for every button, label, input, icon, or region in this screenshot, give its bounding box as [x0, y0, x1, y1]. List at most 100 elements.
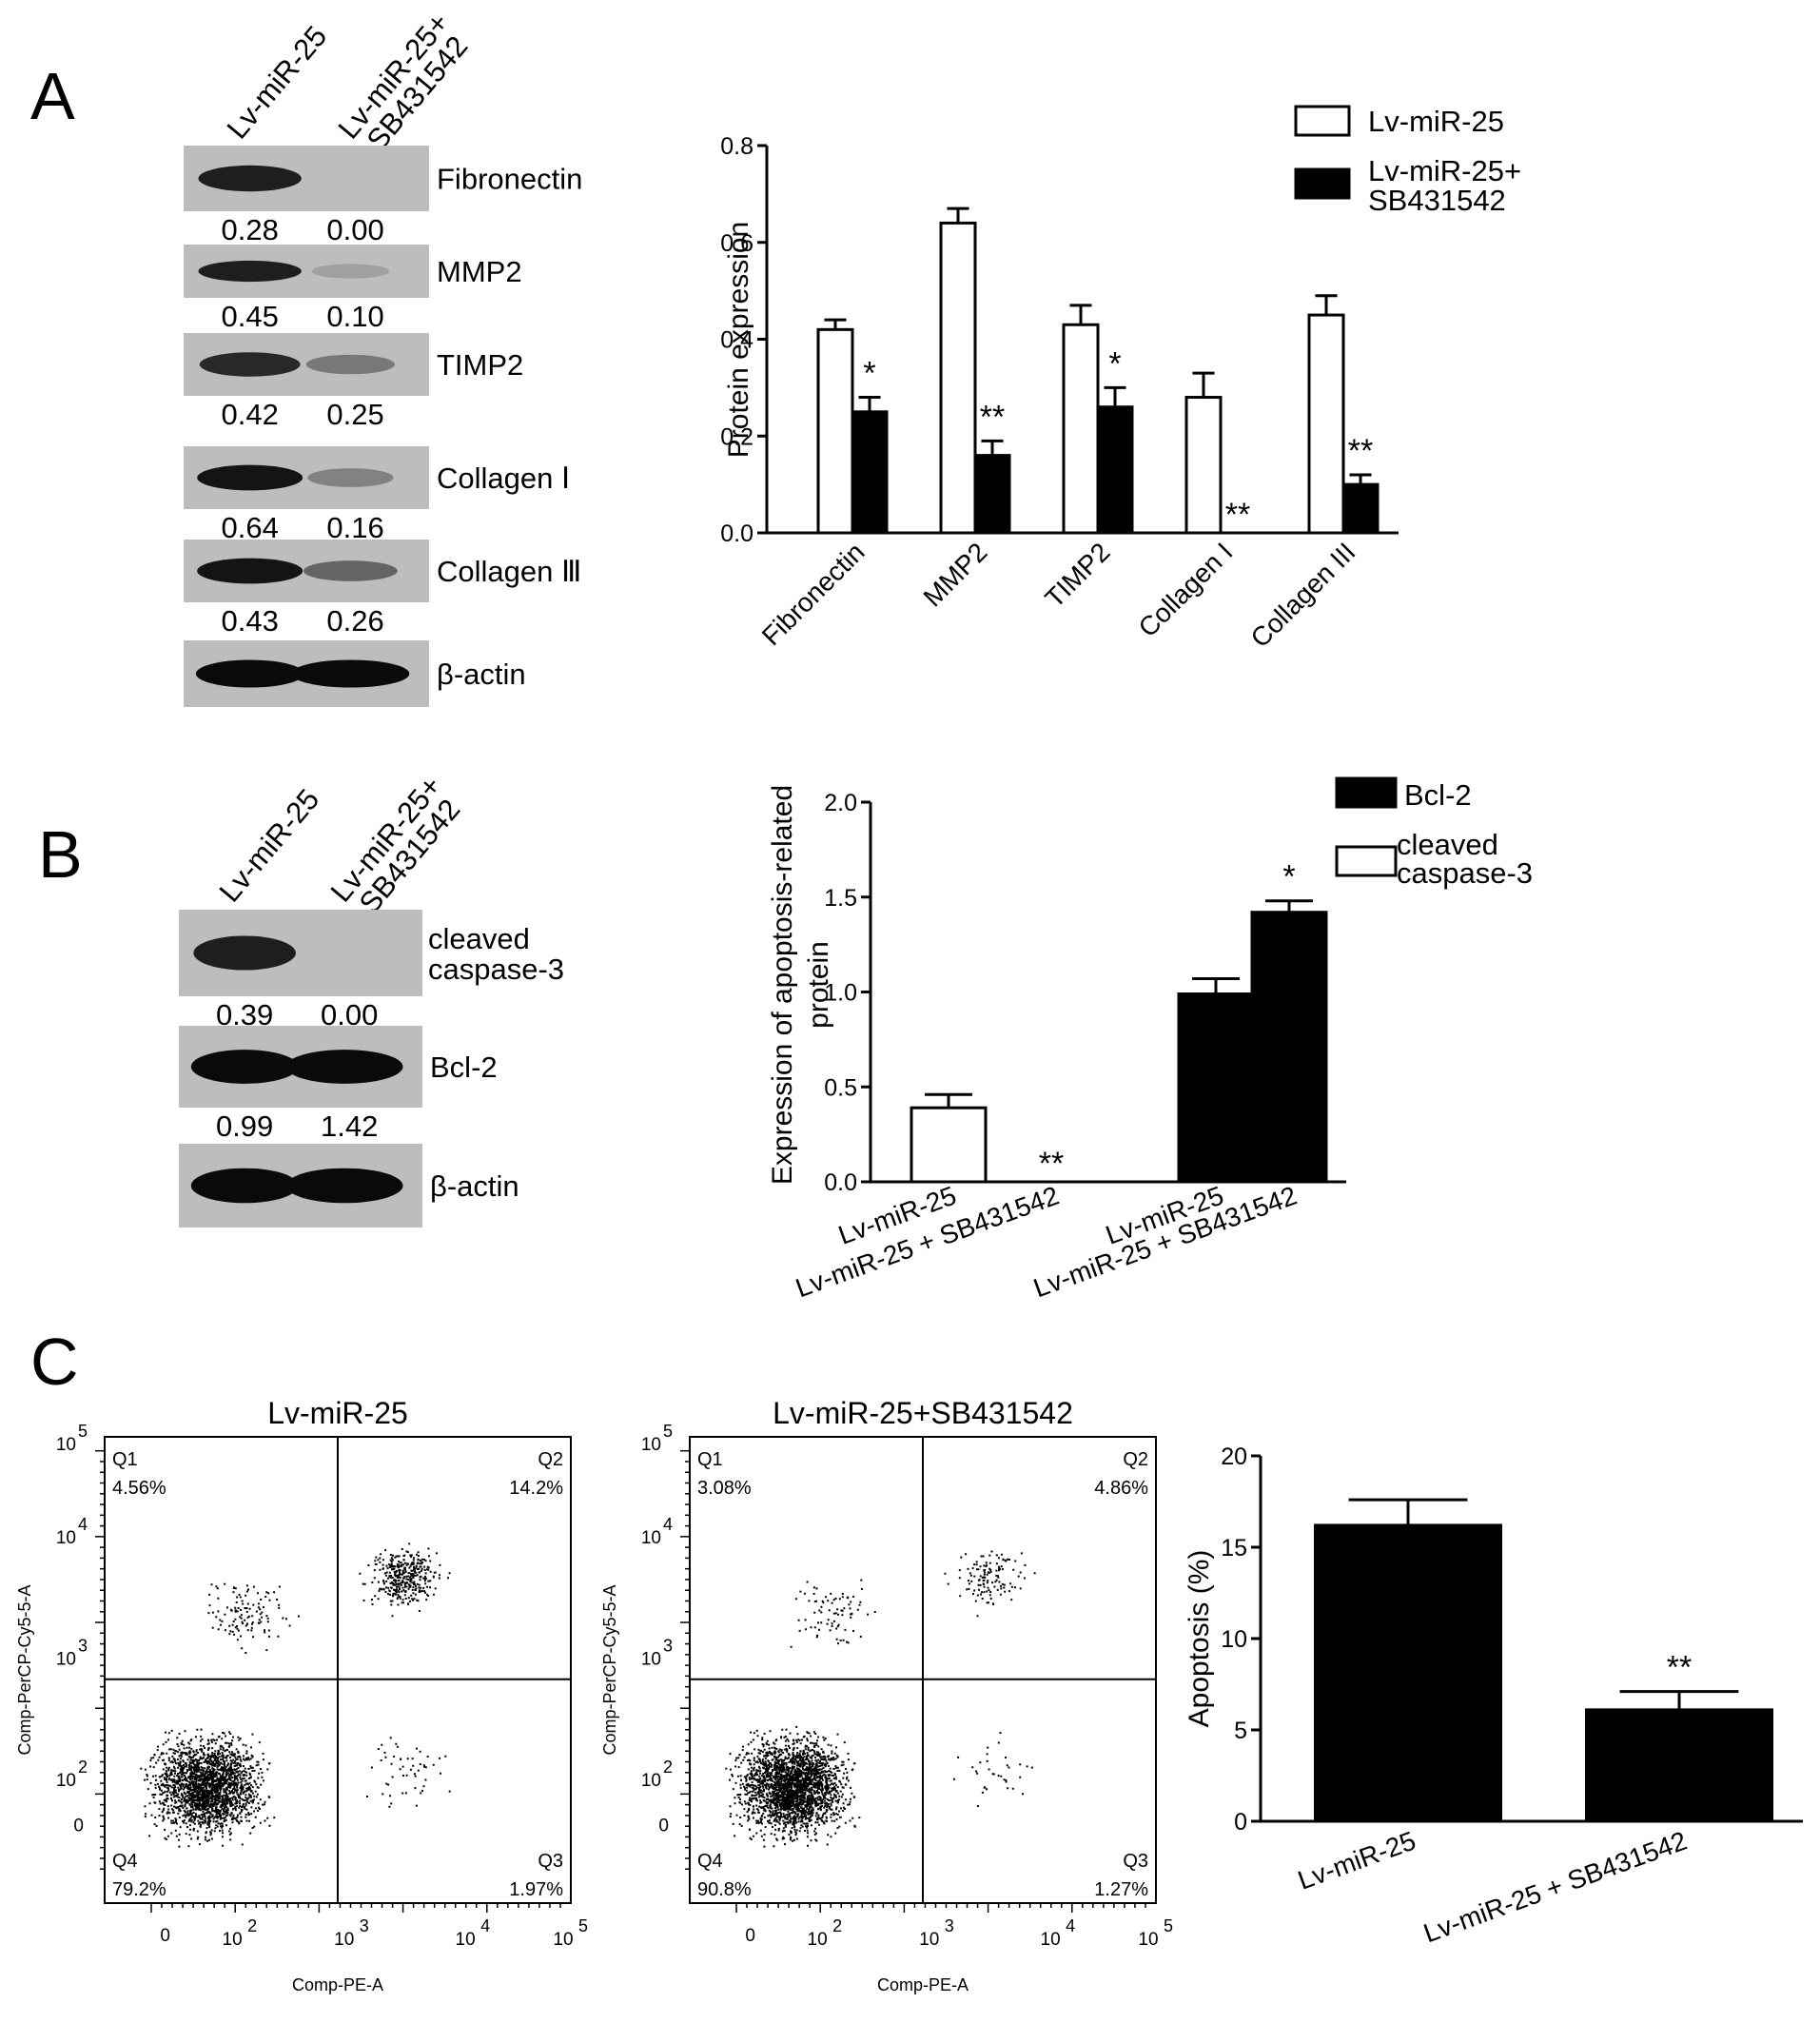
blot-row-label: Collagen Ⅲ: [437, 555, 581, 588]
y-tick-label: 0.5: [824, 1074, 857, 1101]
y-tick-label: 10: [641, 1771, 661, 1791]
x-tick-label: 10: [919, 1930, 939, 1950]
legend-swatch: [1335, 845, 1398, 877]
x-tick-exponent: 2: [832, 1916, 842, 1935]
legend-label: cleaved: [1397, 828, 1498, 861]
x-tick-label: 10: [223, 1930, 243, 1950]
significance-mark: *: [1282, 859, 1295, 895]
category-label: TIMP2: [1039, 537, 1115, 613]
blot-row-label: Collagen Ⅰ: [437, 462, 570, 495]
bar-chart-apoptosis-percent: 0 5 10 15 20 Apoptosis (%) Lv-miR-25 ** Lv-miR-2…: [1184, 1444, 1803, 1948]
y-tick-label: 0.0: [824, 1169, 857, 1196]
blot-value: 1.42: [321, 1110, 378, 1143]
blot-band: [195, 659, 304, 688]
panel-label-c: C: [30, 1325, 79, 1399]
blot-band: [291, 659, 410, 688]
blot-value: 0.16: [326, 511, 383, 544]
y-tick-label: 10: [641, 1528, 661, 1548]
blot-row-label: MMP2: [437, 255, 522, 288]
y-tick-label: 0.0: [720, 520, 753, 547]
category-label: MMP2: [918, 537, 993, 612]
quadrant-percent: 79.2%: [112, 1879, 166, 1900]
y-tick-exponent: 4: [78, 1515, 88, 1534]
blot-band: [307, 468, 394, 487]
y-tick-label: 10: [56, 1435, 76, 1455]
blot-row-label: TIMP2: [437, 348, 523, 382]
y-tick-label: 1.5: [824, 885, 857, 912]
lane-label: Lv-miR-25: [221, 19, 334, 145]
y-tick-label: 20: [1221, 1444, 1247, 1470]
blot-value: 0.26: [326, 604, 383, 638]
y-axis-label: Expression of apoptosis-related: [767, 785, 798, 1185]
significance-mark: **: [1667, 1650, 1692, 1686]
x-tick-label: 10: [1041, 1930, 1061, 1950]
x-tick-label: 10: [456, 1930, 476, 1950]
y-axis-label: Apoptosis (%): [1184, 1550, 1215, 1728]
quadrant-percent: 1.27%: [1094, 1879, 1148, 1900]
blot-value: 0.43: [221, 604, 278, 638]
blot-band: [198, 165, 302, 192]
x-axis-label: Comp-PE-A: [877, 1975, 969, 1994]
blot-band: [198, 260, 302, 283]
legend-swatch: [1294, 167, 1351, 200]
y-tick-label: 0: [1234, 1809, 1247, 1836]
blot-value: 0.25: [326, 398, 383, 431]
significance-mark: **: [980, 399, 1005, 435]
bar: [851, 410, 889, 535]
quadrant-percent: 4.56%: [112, 1478, 166, 1499]
legend-swatch: [1294, 105, 1351, 137]
x-tick-exponent: 3: [360, 1916, 369, 1935]
bar: [1177, 992, 1255, 1184]
quadrant-label: Q2: [1123, 1449, 1148, 1470]
quadrant-percent: 90.8%: [697, 1879, 752, 1900]
flow-plot-lv-mir-25: Lv-miR-25 Q1 4.56% Q2 14.2% Q4 79.2% Q3 1.97% 0 10…: [15, 1396, 588, 1994]
bar: [1184, 396, 1223, 535]
bar: [973, 454, 1011, 535]
x-tick-label: 0: [745, 1926, 755, 1946]
bar-chart-protein-expression: 0.0 0.2 0.4 0.6 0.8 Protein expression * Fibron…: [720, 105, 1521, 653]
x-tick-exponent: 5: [578, 1916, 588, 1935]
blot-row-label: β-actin: [437, 658, 526, 691]
legend-swatch: [1335, 776, 1398, 809]
y-tick-label: 15: [1221, 1535, 1247, 1561]
panel-label-a: A: [30, 59, 75, 133]
category-label: Lv-miR-25: [1294, 1826, 1419, 1895]
quadrant-percent: 3.08%: [697, 1478, 752, 1499]
legend-label: Lv-miR-25: [1368, 105, 1504, 138]
legend-label: Bcl-2: [1404, 778, 1472, 812]
y-tick-label: 0.2: [720, 423, 753, 450]
y-tick-exponent: 3: [78, 1636, 88, 1655]
blot-band: [197, 558, 303, 584]
category-label: Collagen III: [1245, 537, 1361, 653]
panel-label-b: B: [38, 817, 83, 892]
significance-mark: **: [1348, 433, 1373, 469]
western-blot-a: Lv-miR-25Lv-miR-25+SB431542Fibronectin0.…: [184, 7, 582, 707]
x-tick-exponent: 4: [1066, 1916, 1075, 1935]
dot-cloud: [725, 1550, 1036, 1848]
category-label: Fibronectin: [756, 537, 871, 651]
lane-label: Lv-miR-25: [213, 782, 326, 908]
significance-mark: *: [863, 356, 875, 392]
blot-row-label: cleaved: [428, 922, 530, 955]
y-tick-exponent: 5: [78, 1422, 88, 1441]
bar: [1250, 911, 1328, 1184]
x-tick-exponent: 2: [247, 1916, 257, 1935]
bar-chart-apoptosis-protein: 0.0 0.5 1.0 1.5 2.0 Expression of apoptosis-r…: [767, 776, 1533, 1303]
y-tick-exponent: 5: [663, 1422, 673, 1441]
x-axis-label: Comp-PE-A: [292, 1975, 383, 1994]
y-tick-exponent: 2: [78, 1758, 88, 1777]
blot-row-label: β-actin: [430, 1169, 519, 1203]
x-tick-label: 10: [1138, 1930, 1158, 1950]
bar: [1341, 482, 1380, 535]
x-tick-exponent: 5: [1164, 1916, 1173, 1935]
blot-band: [285, 1050, 403, 1084]
bar: [910, 1106, 988, 1184]
y-tick-exponent: 2: [663, 1758, 673, 1777]
y-axis-label: protein: [803, 941, 834, 1029]
blot-row-label: Fibronectin: [437, 163, 582, 196]
plot-title: Lv-miR-25: [267, 1396, 408, 1430]
x-tick-label: 0: [160, 1926, 170, 1946]
blot-value: 0.00: [326, 213, 383, 246]
legend-label: SB431542: [1368, 184, 1506, 217]
